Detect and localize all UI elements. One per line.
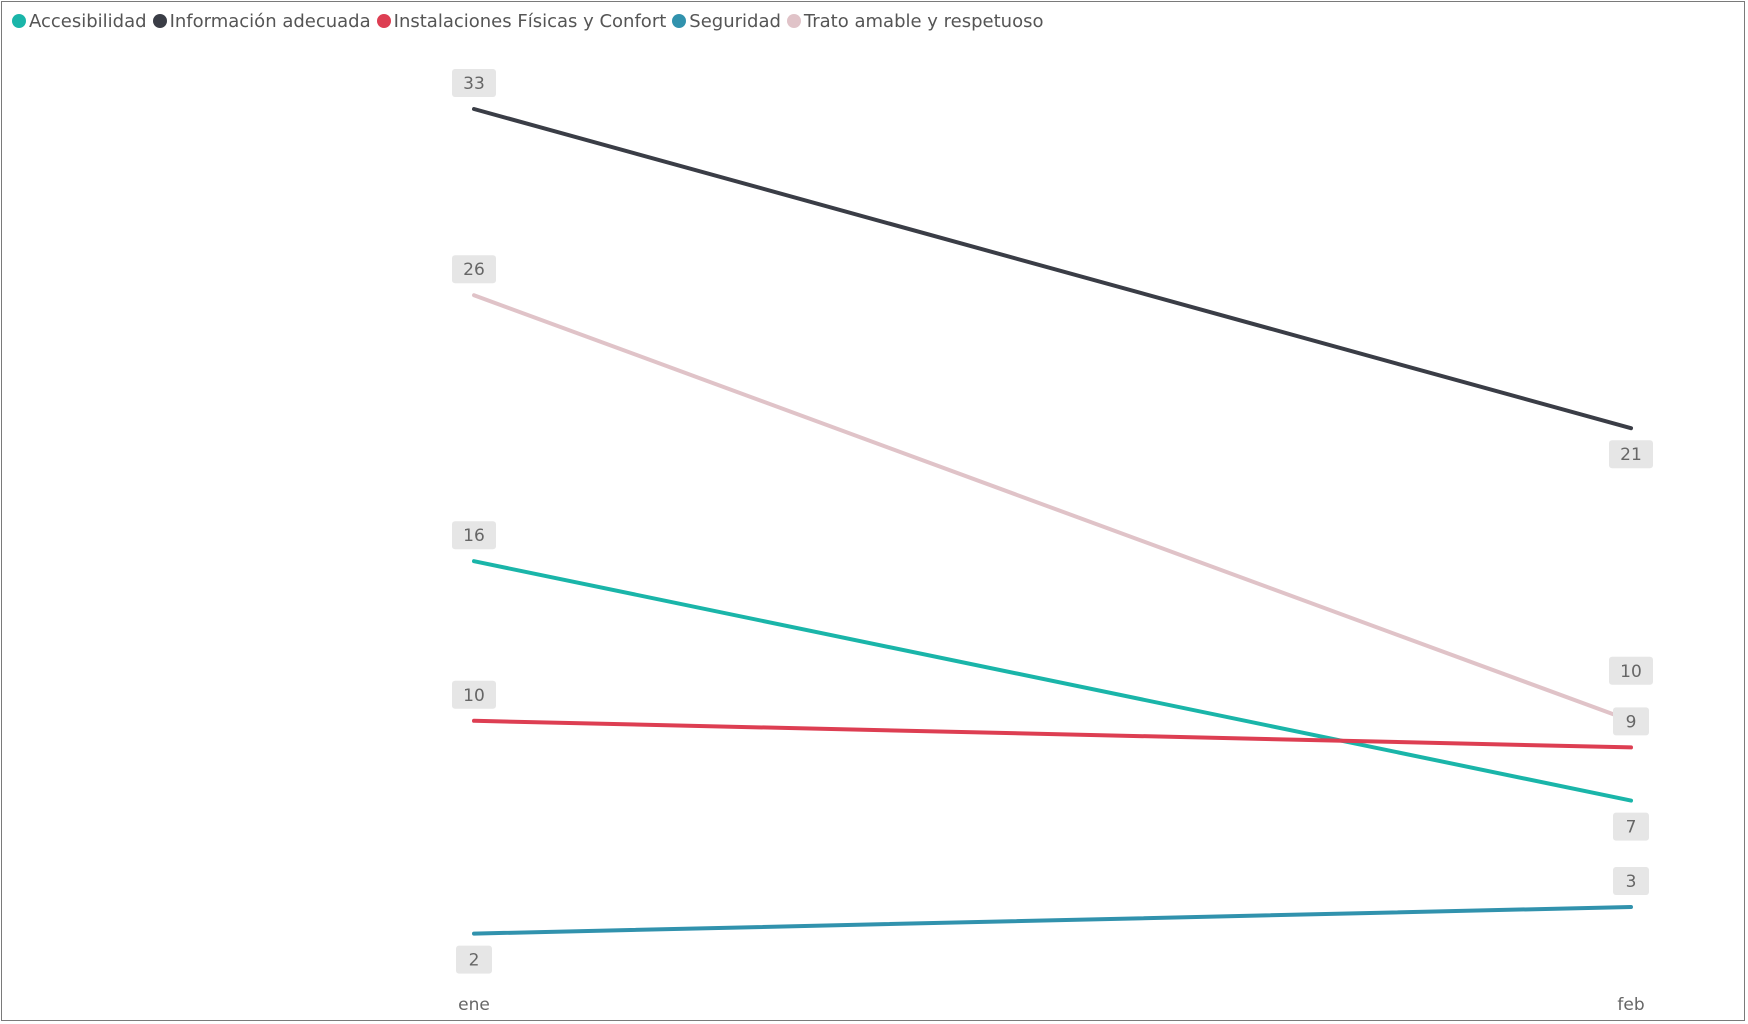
- data-label: 33: [452, 69, 496, 97]
- data-label-background: [452, 521, 496, 550]
- data-label-value: 33: [463, 74, 485, 94]
- legend-marker-icon: [672, 14, 687, 28]
- data-label-background: [452, 69, 496, 97]
- data-label-background: [1609, 440, 1653, 469]
- data-label-value: 21: [1620, 445, 1642, 465]
- legend-marker-icon: [786, 14, 801, 28]
- series-lines: [472, 107, 1633, 936]
- data-label-value: 2: [469, 951, 480, 971]
- data-label-background: [452, 680, 496, 709]
- series-line[interactable]: [472, 905, 1633, 936]
- data-label-value: 3: [1626, 872, 1637, 892]
- legend-marker-icon: [152, 14, 167, 28]
- data-label: 7: [1613, 812, 1649, 841]
- series-line[interactable]: [472, 107, 1633, 431]
- data-label-background: [1613, 867, 1649, 895]
- series-line[interactable]: [472, 559, 1633, 803]
- series-line[interactable]: [472, 718, 1633, 750]
- data-label: 9: [1613, 707, 1649, 736]
- data-label: 10: [1609, 656, 1653, 685]
- data-label-background: [1613, 707, 1649, 736]
- legend-label: Accesibilidad: [29, 10, 147, 32]
- data-label: 2: [456, 945, 492, 974]
- legend-item[interactable]: Instalaciones Físicas y Confort: [376, 10, 667, 32]
- legend-item[interactable]: Trato amable y respetuoso: [786, 10, 1044, 32]
- data-label-value: 9: [1626, 712, 1637, 732]
- data-label-background: [452, 255, 496, 284]
- x-tick-label: ene: [458, 995, 490, 1015]
- legend-marker-icon: [12, 14, 26, 28]
- data-label-value: 7: [1626, 818, 1637, 838]
- data-label-background: [456, 945, 492, 974]
- legend-marker-icon: [376, 14, 391, 28]
- legend-item[interactable]: Accesibilidad: [12, 11, 147, 32]
- data-label: 10: [452, 680, 496, 709]
- legend-label: Seguridad: [689, 10, 781, 32]
- legend-label: Información adecuada: [169, 10, 371, 32]
- data-labels: 16 7 33 21 10 9 2 3 26 10: [452, 69, 1653, 974]
- x-tick-label: feb: [1617, 995, 1644, 1015]
- legend-item[interactable]: Información adecuada: [152, 10, 371, 32]
- data-label-value: 26: [463, 260, 485, 280]
- legend-item[interactable]: Seguridad: [672, 11, 781, 32]
- series-line[interactable]: [472, 293, 1633, 723]
- data-label: 3: [1613, 867, 1649, 895]
- legend: Accesibilidad Información adecuada Instala…: [12, 8, 1050, 34]
- data-label: 21: [1609, 440, 1653, 469]
- data-label: 26: [452, 255, 496, 284]
- data-label-background: [1613, 812, 1649, 841]
- legend-label: Trato amable y respetuoso: [803, 10, 1044, 32]
- data-label-value: 16: [463, 526, 485, 546]
- data-label: 16: [452, 521, 496, 550]
- data-label-value: 10: [463, 686, 485, 706]
- data-label-value: 10: [1620, 662, 1642, 682]
- data-label-background: [1609, 656, 1653, 685]
- legend-label: Instalaciones Físicas y Confort: [393, 10, 667, 32]
